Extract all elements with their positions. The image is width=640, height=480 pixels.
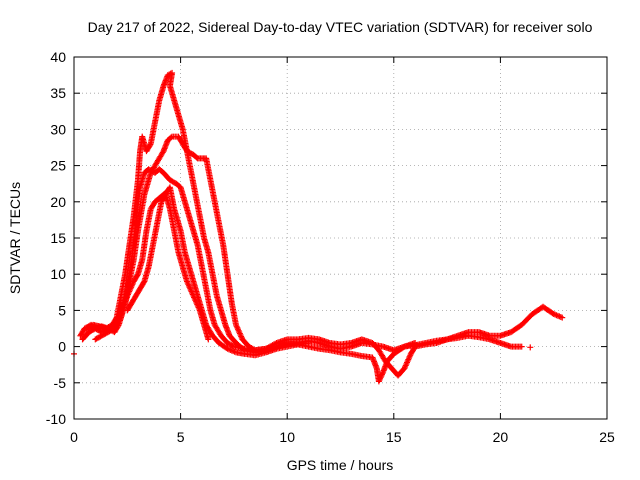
- x-tick-label: 20: [493, 429, 509, 445]
- data-point-track-2: [229, 342, 236, 349]
- y-tick-label: 40: [50, 49, 66, 65]
- data-point-track-3: [412, 339, 419, 346]
- y-tick-label: 15: [50, 230, 66, 246]
- x-axis-label: GPS time / hours: [287, 457, 394, 473]
- data-point-track-4: [134, 272, 141, 279]
- data-point-track-3: [377, 375, 384, 382]
- x-tick-label: 15: [386, 429, 402, 445]
- y-axis-label: SDTVAR / TECUs: [7, 182, 23, 294]
- data-point-track-5: [140, 279, 147, 286]
- data-point-track-1: [159, 149, 166, 156]
- y-tick-label: 5: [58, 302, 66, 318]
- y-tick-label: -5: [54, 375, 67, 391]
- x-tick-label: 0: [70, 429, 78, 445]
- data-point-track-2: [559, 314, 566, 321]
- x-tick-label: 10: [279, 429, 295, 445]
- y-tick-label: 35: [50, 85, 66, 101]
- data-point-track-3: [378, 372, 385, 379]
- data-point-track-3: [376, 377, 383, 384]
- data-point-track-4: [117, 315, 124, 322]
- data-point-track-3: [378, 371, 385, 378]
- y-tick-label: -10: [46, 411, 66, 427]
- data-point-track-4: [305, 339, 312, 346]
- axis-ticks: 0 5 10 15 20 25 -10 -5 0 5 10 15 20 25 30 35 40: [46, 49, 615, 445]
- y-tick-label: 10: [50, 266, 66, 282]
- data-point-track-3: [379, 370, 386, 377]
- data-point-stray: [527, 344, 534, 351]
- y-tick-label: 30: [50, 121, 66, 137]
- data-point-track-3: [147, 142, 154, 149]
- data-point-track-3: [375, 378, 382, 385]
- data-point-track-5: [205, 336, 212, 343]
- y-tick-label: 25: [50, 158, 66, 174]
- data-markers: [71, 69, 566, 385]
- y-tick-label: 20: [50, 194, 66, 210]
- x-tick-label: 5: [177, 429, 185, 445]
- data-point-track-1: [518, 343, 525, 350]
- data-point-track-1: [168, 134, 175, 141]
- chart-title: Day 217 of 2022, Sidereal Day-to-day VTE…: [88, 19, 593, 35]
- data-point-track-3: [377, 374, 384, 381]
- x-tick-label: 25: [599, 429, 615, 445]
- y-tick-label: 0: [58, 339, 66, 355]
